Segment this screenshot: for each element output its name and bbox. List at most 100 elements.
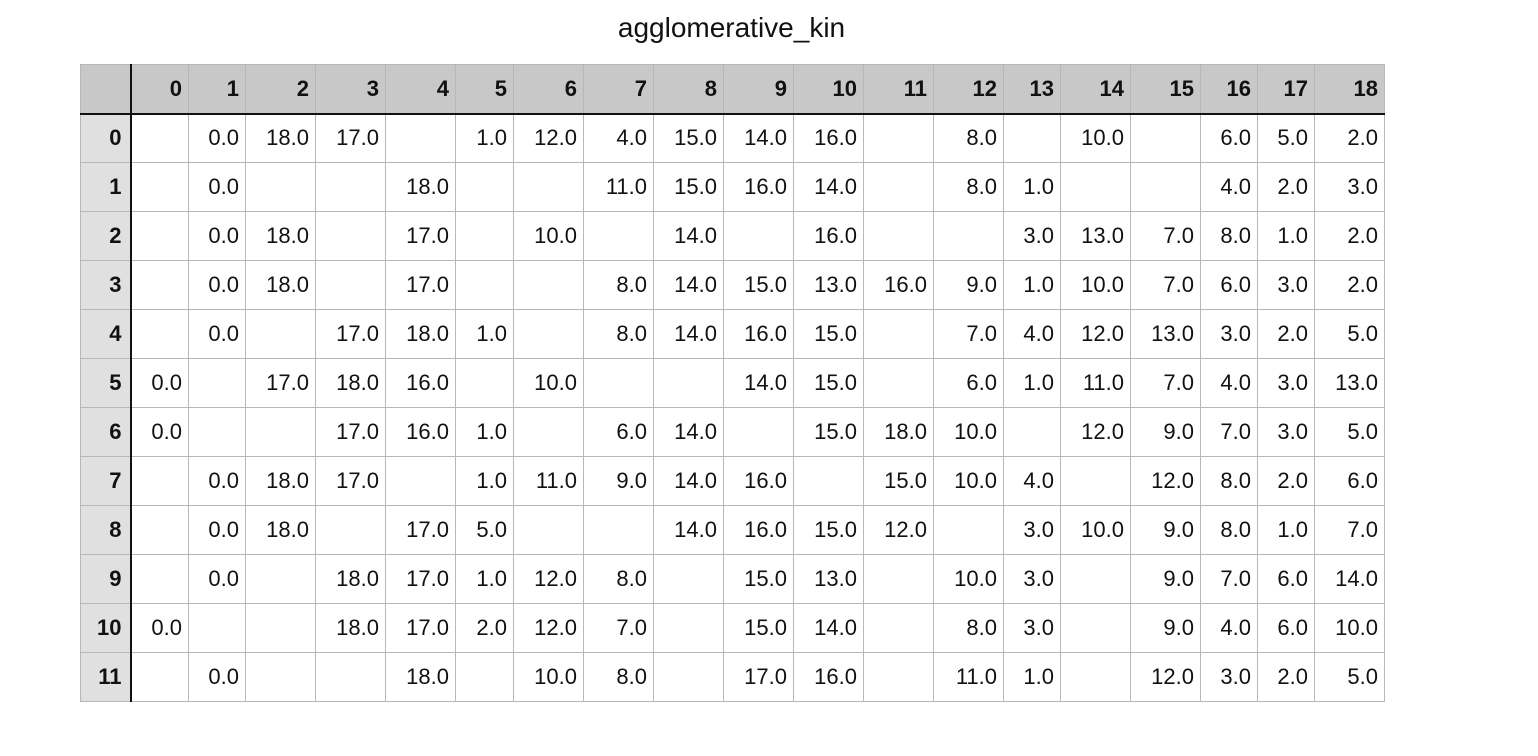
column-header: 12 [933,64,1004,115]
table-cell: 4.0 [1200,603,1258,653]
row-header: 11 [80,652,132,702]
table-cell [188,358,246,408]
table-cell: 5.0 [455,505,514,555]
table-cell: 1.0 [455,554,514,604]
column-header: 16 [1200,64,1258,115]
table-cell [793,456,864,506]
table-cell: 4.0 [1200,162,1258,212]
table-cell [130,456,189,506]
table-cell: 18.0 [245,260,316,310]
table-cell: 4.0 [1200,358,1258,408]
table-cell: 1.0 [455,309,514,359]
table-cell: 8.0 [1200,456,1258,506]
table-cell: 13.0 [1060,211,1131,261]
table-cell [583,505,654,555]
table-cell: 16.0 [793,211,864,261]
table-cell: 7.0 [933,309,1004,359]
table-cell: 14.0 [1314,554,1385,604]
table-cell: 10.0 [513,358,584,408]
table-cell: 5.0 [1314,407,1385,457]
table-cell: 0.0 [188,162,246,212]
column-header: 0 [130,64,189,115]
table-cell: 8.0 [933,162,1004,212]
table-cell: 10.0 [513,652,584,702]
table-cell: 3.0 [1314,162,1385,212]
table-cell: 18.0 [385,652,456,702]
table-cell [933,211,1004,261]
table-cell: 10.0 [933,456,1004,506]
table-cell: 6.0 [583,407,654,457]
row-header: 7 [80,456,132,506]
table-cell: 16.0 [385,407,456,457]
row-header: 4 [80,309,132,359]
table-cell: 9.0 [1130,554,1201,604]
table-cell: 8.0 [583,554,654,604]
table-cell: 12.0 [863,505,934,555]
table-cell [583,211,654,261]
table-cell: 12.0 [1130,652,1201,702]
table-cell: 3.0 [1003,554,1061,604]
column-header: 9 [723,64,794,115]
table-cell: 0.0 [130,358,189,408]
table-cell: 1.0 [455,407,514,457]
table-cell: 12.0 [513,603,584,653]
table-cell: 10.0 [1060,113,1131,163]
table-cell: 7.0 [1200,407,1258,457]
table-cell: 1.0 [1003,260,1061,310]
table-cell [933,505,1004,555]
table-cell [863,113,934,163]
table-cell: 14.0 [653,309,724,359]
table-cell: 14.0 [653,505,724,555]
table-cell: 14.0 [653,456,724,506]
column-header: 11 [863,64,934,115]
row-header: 0 [80,113,132,163]
table-cell: 12.0 [1060,407,1131,457]
table-cell: 6.0 [1200,260,1258,310]
table-cell: 2.0 [1257,652,1315,702]
table-cell: 17.0 [723,652,794,702]
table-cell: 14.0 [653,211,724,261]
table-cell: 4.0 [583,113,654,163]
table-cell [315,162,386,212]
table-cell [513,505,584,555]
table-cell: 15.0 [653,162,724,212]
table-cell: 14.0 [653,260,724,310]
table-cell [1060,652,1131,702]
table-cell: 6.0 [1257,554,1315,604]
column-header: 3 [315,64,386,115]
table-cell [513,162,584,212]
table-cell: 13.0 [1314,358,1385,408]
table-row: 0 0.0 18.0 17.0 1.0 12.0 4.0 15.0 14.0 16.0 8.0 10.… [80,113,1385,163]
table-cell: 18.0 [315,358,386,408]
table-cell: 8.0 [933,603,1004,653]
column-header: 6 [513,64,584,115]
table-cell: 6.0 [1257,603,1315,653]
table-cell: 8.0 [583,260,654,310]
row-header: 8 [80,505,132,555]
table-cell: 18.0 [315,603,386,653]
table-cell: 18.0 [315,554,386,604]
chart-title: agglomerative_kin [617,12,846,43]
table-cell [863,309,934,359]
table-cell: 11.0 [583,162,654,212]
table-cell: 17.0 [315,456,386,506]
table-cell: 2.0 [1314,113,1385,163]
column-header: 1 [188,64,246,115]
table-cell [130,211,189,261]
table-cell: 3.0 [1200,309,1258,359]
table-cell: 8.0 [933,113,1004,163]
table-cell [653,603,724,653]
column-header: 15 [1130,64,1201,115]
table-row: 6 0.0 17.0 16.0 1.0 6.0 14.0 15.0 18.0 10.0 12.0 9.… [80,407,1385,457]
table-cell: 3.0 [1257,358,1315,408]
table-cell [315,652,386,702]
table-cell: 18.0 [863,407,934,457]
table-cell: 16.0 [793,652,864,702]
column-header: 5 [455,64,514,115]
table-cell: 8.0 [583,652,654,702]
table-cell [513,407,584,457]
table-cell [863,211,934,261]
table-cell: 16.0 [723,309,794,359]
table-cell: 1.0 [1003,162,1061,212]
table-cell: 18.0 [385,162,456,212]
